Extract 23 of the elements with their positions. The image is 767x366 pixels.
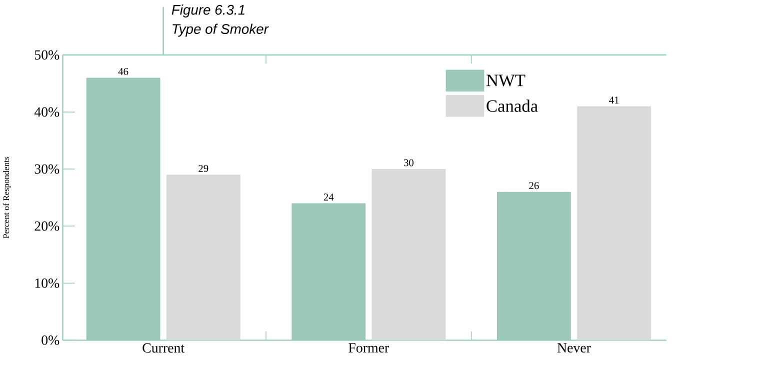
data-label: 24	[324, 194, 334, 201]
y-tick-label: 30%	[34, 164, 60, 174]
y-tick-label: 10%	[35, 278, 60, 288]
bar	[372, 169, 446, 340]
y-axis-title: Percent of Respondents	[2, 157, 11, 239]
data-label: 26	[529, 182, 539, 190]
y-tick-label: 0%	[42, 336, 60, 346]
x-tick-label: Current	[142, 344, 184, 353]
data-label: 46	[118, 68, 128, 76]
x-tick-label: Never	[557, 344, 591, 353]
legend-label: NWT	[486, 74, 526, 87]
data-label: 29	[198, 165, 208, 172]
y-tick-label: 20%	[34, 222, 60, 232]
y-tick-label: 40%	[34, 108, 60, 117]
data-label: 30	[404, 159, 414, 166]
y-tick-label: 50%	[34, 50, 60, 60]
chart-subtitle: Type of Smoker	[172, 24, 269, 37]
bar	[166, 175, 240, 340]
legend-label: Canada	[486, 100, 538, 112]
x-tick-label: Former	[348, 344, 390, 353]
chart-title: Figure 6.3.1	[172, 4, 244, 18]
data-label: 41	[609, 96, 619, 104]
bar	[577, 106, 651, 340]
